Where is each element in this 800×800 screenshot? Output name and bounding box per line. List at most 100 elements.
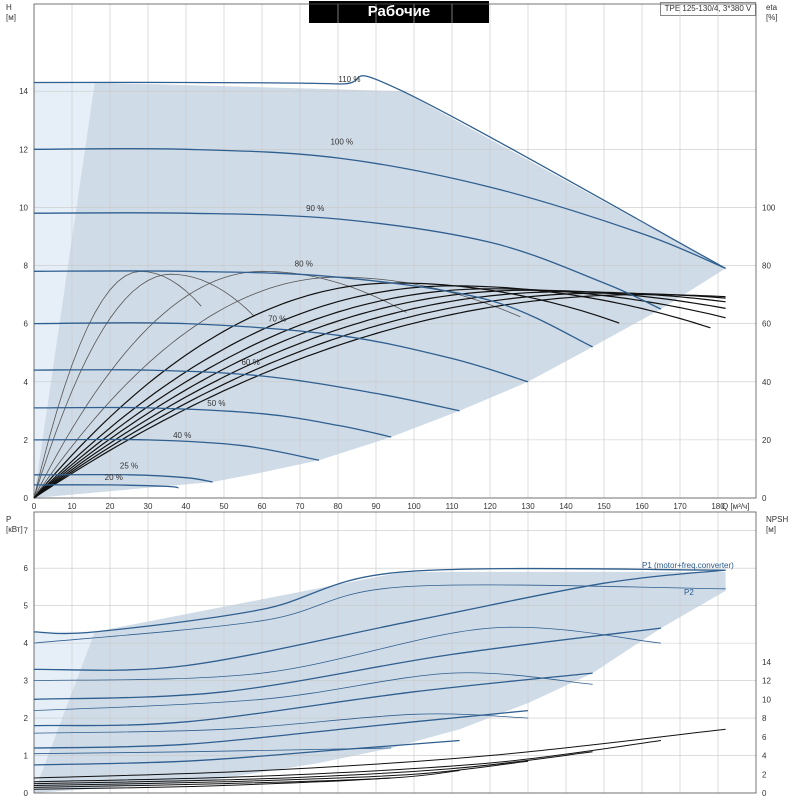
p1-label: P1 (motor+freq.converter) xyxy=(642,561,734,570)
eta-curve xyxy=(33,292,726,499)
y-tick-label: 2 xyxy=(24,714,29,723)
head-curve xyxy=(33,75,726,269)
head-curve xyxy=(33,438,320,461)
eta-curve xyxy=(33,273,255,499)
head-curve-label: 70 % xyxy=(268,315,286,324)
x-tick-label: 90 xyxy=(372,502,381,511)
head-curve-label: 110 % xyxy=(338,75,360,84)
x-tick-label: 0 xyxy=(32,502,37,511)
x-tick-label: 30 xyxy=(144,502,153,511)
y2-tick-label: 80 xyxy=(762,262,771,271)
x-tick-label: 170 xyxy=(673,502,687,511)
plot-frame-power xyxy=(33,511,757,794)
p2-curve xyxy=(33,584,726,644)
head-curve-label: 40 % xyxy=(173,431,191,440)
eta-curve xyxy=(33,282,620,499)
x-tick-label: 120 xyxy=(483,502,497,511)
head-curve-label: 90 % xyxy=(306,204,324,213)
x-tick-label: 10 xyxy=(68,502,77,511)
y-tick-label: 4 xyxy=(24,639,29,648)
p2-curve xyxy=(33,713,529,734)
y-axis-unit: [кВт] xyxy=(6,525,23,534)
y2-tick-label: 4 xyxy=(762,752,767,761)
y-tick-label: 1 xyxy=(24,752,29,761)
y2-tick-label: 0 xyxy=(762,494,767,503)
x-tick-label: 70 xyxy=(296,502,305,511)
y2-tick-label: 20 xyxy=(762,436,771,445)
y2-tick-label: 6 xyxy=(762,733,767,742)
p1-curve xyxy=(33,739,460,766)
y2-axis-unit: [%] xyxy=(766,13,778,22)
y-tick-label: 7 xyxy=(24,527,29,536)
pump-id-label: TPE 125-130/4, 3*380 V xyxy=(660,2,756,16)
npsh-curve xyxy=(33,777,392,790)
x-tick-label: 50 xyxy=(220,502,229,511)
head-curve xyxy=(33,212,662,310)
x-tick-label: 150 xyxy=(597,502,611,511)
y-tick-label: 0 xyxy=(24,494,29,503)
y2-tick-label: 40 xyxy=(762,378,771,387)
x-tick-label: 60 xyxy=(258,502,267,511)
head-envelope xyxy=(34,82,726,498)
y2-tick-label: 2 xyxy=(762,770,767,779)
x-tick-label: 100 xyxy=(407,502,421,511)
power-envelope-light xyxy=(34,631,95,793)
power-envelope xyxy=(34,571,726,793)
x-axis-label: Q [м³/ч] xyxy=(722,502,749,511)
chart-title: Рабочие характеристики xyxy=(309,1,489,42)
y-tick-label: 10 xyxy=(19,203,28,212)
y2-tick-label: 10 xyxy=(762,695,771,704)
eta-curve xyxy=(33,294,726,499)
y2-axis-label: NPSH xyxy=(766,515,788,524)
y2-tick-label: 60 xyxy=(762,320,771,329)
y-axis-label: P xyxy=(6,515,11,524)
p2-curve xyxy=(33,626,662,681)
y-axis-label: H xyxy=(6,3,12,12)
y2-tick-label: 100 xyxy=(762,203,776,212)
p2-curve xyxy=(33,672,593,711)
eta-curve xyxy=(33,291,726,499)
x-tick-label: 40 xyxy=(182,502,191,511)
y-tick-label: 8 xyxy=(24,262,29,271)
npsh-curve xyxy=(33,770,460,788)
p1-curve xyxy=(33,627,662,700)
y-tick-label: 4 xyxy=(24,378,29,387)
p1-curve xyxy=(33,567,726,635)
npsh-curve xyxy=(33,740,662,783)
y-tick-label: 3 xyxy=(24,677,29,686)
y2-axis-unit: [м] xyxy=(766,525,776,534)
x-tick-label: 160 xyxy=(635,502,649,511)
x-tick-label: 80 xyxy=(334,502,343,511)
x-tick-label: 110 xyxy=(446,502,459,511)
eta-curve xyxy=(33,270,407,499)
y2-axis-label: eta xyxy=(766,3,778,12)
y2-tick-label: 14 xyxy=(762,658,771,667)
head-curve xyxy=(33,473,213,483)
x-tick-label: 140 xyxy=(559,502,573,511)
npsh-curve xyxy=(33,751,593,785)
npsh-curve xyxy=(33,728,726,779)
eta-curve xyxy=(33,270,202,499)
x-tick-label: 180 xyxy=(711,502,725,511)
y-tick-label: 5 xyxy=(24,602,29,611)
npsh-curve xyxy=(33,760,529,786)
head-curve xyxy=(33,322,529,383)
y2-tick-label: 8 xyxy=(762,714,767,723)
y-tick-label: 6 xyxy=(24,564,29,573)
head-envelope-light xyxy=(34,82,95,498)
p1-curve xyxy=(33,672,593,727)
head-curve-label: 80 % xyxy=(295,259,313,268)
p2-curve xyxy=(33,747,392,755)
eta-curve xyxy=(33,288,726,499)
plot-frame-head xyxy=(33,3,757,499)
p1-curve xyxy=(33,569,726,671)
p2-label: P2 xyxy=(684,588,694,597)
head-curve xyxy=(33,406,392,438)
head-curve-label: 20 % xyxy=(105,473,123,482)
y2-tick-label: 0 xyxy=(762,789,767,798)
x-tick-label: 20 xyxy=(106,502,115,511)
head-curve-label: 50 % xyxy=(207,399,225,408)
head-curve-label: 25 % xyxy=(120,461,138,470)
head-curve-label: 100 % xyxy=(330,137,353,146)
